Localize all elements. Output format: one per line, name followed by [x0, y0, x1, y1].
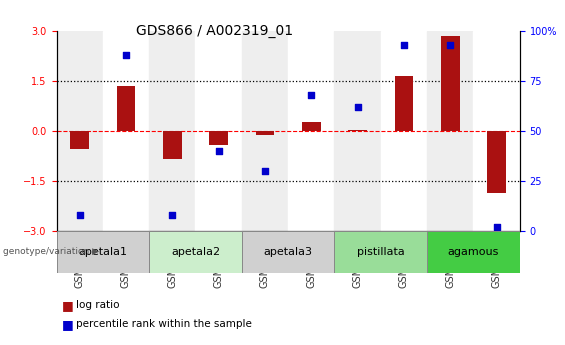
Bar: [56, 31, 103, 231]
Bar: [427, 31, 473, 231]
Bar: [334, 31, 381, 231]
Point: [353, 104, 362, 110]
Bar: [349, 130, 367, 131]
Bar: [242, 231, 334, 273]
Bar: [427, 231, 520, 273]
Bar: [56, 231, 149, 273]
Bar: [381, 31, 427, 231]
Bar: [473, 31, 520, 231]
Bar: [288, 31, 334, 231]
Text: GDS866 / A002319_01: GDS866 / A002319_01: [136, 24, 293, 38]
Text: agamous: agamous: [448, 247, 499, 257]
Text: pistillata: pistillata: [357, 247, 405, 257]
Text: ■: ■: [62, 299, 74, 312]
Bar: [256, 131, 274, 135]
Bar: [334, 231, 427, 273]
Point: [446, 42, 455, 48]
Text: apetala2: apetala2: [171, 247, 220, 257]
Point: [121, 52, 131, 58]
Text: genotype/variation ▶: genotype/variation ▶: [3, 247, 99, 256]
Bar: [195, 31, 242, 231]
Bar: [488, 131, 506, 193]
Bar: [302, 122, 320, 131]
Point: [307, 92, 316, 98]
Bar: [242, 31, 288, 231]
Bar: [71, 131, 89, 149]
Bar: [395, 76, 413, 131]
Text: log ratio: log ratio: [76, 300, 120, 310]
Point: [260, 168, 270, 174]
Bar: [117, 86, 135, 131]
Point: [75, 213, 84, 218]
Point: [214, 148, 223, 154]
Bar: [103, 31, 149, 231]
Bar: [149, 231, 242, 273]
Bar: [210, 131, 228, 145]
Point: [399, 42, 408, 48]
Point: [492, 224, 501, 230]
Text: percentile rank within the sample: percentile rank within the sample: [76, 319, 252, 329]
Text: ■: ■: [62, 318, 74, 331]
Bar: [441, 36, 459, 131]
Bar: [149, 31, 195, 231]
Point: [168, 213, 177, 218]
Text: apetala3: apetala3: [264, 247, 312, 257]
Bar: [163, 131, 181, 159]
Text: apetala1: apetala1: [79, 247, 127, 257]
